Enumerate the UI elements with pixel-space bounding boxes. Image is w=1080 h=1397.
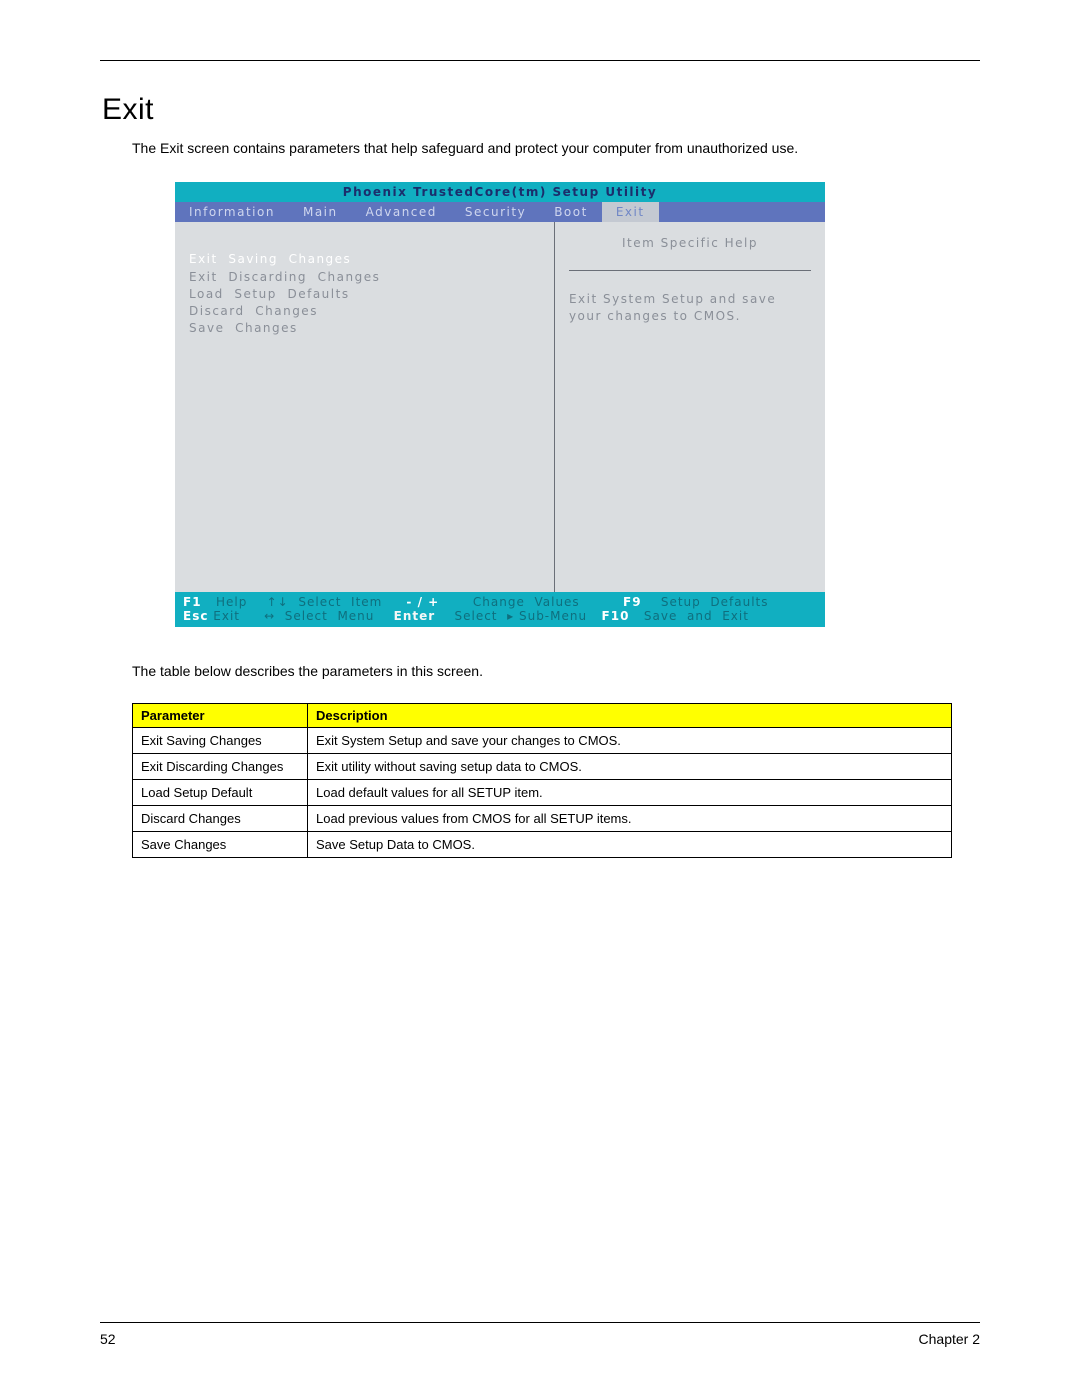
bios-tabs: InformationMainAdvancedSecurityBootExit bbox=[175, 202, 825, 222]
table-cell: Load default values for all SETUP item. bbox=[308, 779, 952, 805]
bios-key-label: Exit bbox=[213, 609, 240, 623]
bios-tab-boot[interactable]: Boot bbox=[540, 202, 602, 222]
bios-tab-main[interactable]: Main bbox=[289, 202, 352, 222]
table-cell: Exit Discarding Changes bbox=[133, 753, 308, 779]
table-cell: Exit System Setup and save your changes … bbox=[308, 727, 952, 753]
bios-tab-advanced[interactable]: Advanced bbox=[352, 202, 451, 222]
table-cell: Load Setup Default bbox=[133, 779, 308, 805]
bios-key-label: Select ▸ Sub-Menu bbox=[454, 609, 587, 623]
table-header: Parameter bbox=[133, 703, 308, 727]
bios-menu-item[interactable]: Exit Discarding Changes bbox=[189, 270, 540, 284]
table-row: Exit Discarding ChangesExit utility with… bbox=[133, 753, 952, 779]
table-cell: Load previous values from CMOS for all S… bbox=[308, 805, 952, 831]
table-row: Discard ChangesLoad previous values from… bbox=[133, 805, 952, 831]
bios-screenshot: Phoenix TrustedCore(tm) Setup Utility In… bbox=[175, 182, 825, 627]
table-intro: The table below describes the parameters… bbox=[132, 663, 980, 679]
table-header: Description bbox=[308, 703, 952, 727]
bios-key-label: Select Menu bbox=[285, 609, 375, 623]
bios-key-label: Help bbox=[216, 595, 247, 609]
table-row: Save ChangesSave Setup Data to CMOS. bbox=[133, 831, 952, 857]
bios-menu: Exit Saving Changes Exit Discarding Chan… bbox=[175, 222, 554, 592]
bios-key: F1 bbox=[183, 595, 202, 609]
bios-tab-security[interactable]: Security bbox=[451, 202, 540, 222]
table-row: Exit Saving ChangesExit System Setup and… bbox=[133, 727, 952, 753]
bios-menu-item[interactable]: Load Setup Defaults bbox=[189, 287, 540, 301]
bios-key-label bbox=[202, 595, 216, 609]
chapter-label: Chapter 2 bbox=[919, 1331, 980, 1347]
bios-key-label: Change Values bbox=[473, 595, 580, 609]
updown-arrows-icon: ↑↓ bbox=[267, 595, 289, 609]
bios-key-label: Setup Defaults bbox=[661, 595, 769, 609]
bios-key: F10 bbox=[602, 609, 630, 623]
table-cell: Discard Changes bbox=[133, 805, 308, 831]
bios-menu-item[interactable]: Save Changes bbox=[189, 321, 540, 335]
bios-key: F9 bbox=[623, 595, 642, 609]
bios-key: Esc bbox=[183, 609, 208, 623]
table-cell: Exit Saving Changes bbox=[133, 727, 308, 753]
section-intro: The Exit screen contains parameters that… bbox=[132, 139, 980, 158]
bios-help-text: Exit System Setup and save your changes … bbox=[569, 291, 811, 326]
bios-footer: F1 Help ↑↓ Select Item - / + Change Valu… bbox=[175, 592, 825, 627]
bios-title: Phoenix TrustedCore(tm) Setup Utility bbox=[175, 182, 825, 202]
section-title: Exit bbox=[102, 93, 980, 127]
bios-help-header: Item Specific Help bbox=[569, 236, 811, 271]
bios-tab-exit[interactable]: Exit bbox=[602, 202, 659, 222]
table-cell: Exit utility without saving setup data t… bbox=[308, 753, 952, 779]
bios-tab-information[interactable]: Information bbox=[175, 202, 289, 222]
page-footer: 52 Chapter 2 bbox=[100, 1322, 980, 1347]
table-row: Load Setup DefaultLoad default values fo… bbox=[133, 779, 952, 805]
bios-menu-item-selected[interactable]: Exit Saving Changes bbox=[189, 252, 540, 266]
bios-key: - / + bbox=[406, 595, 439, 609]
leftright-arrows-icon: ↔ bbox=[264, 609, 275, 623]
bios-help-panel: Item Specific Help Exit System Setup and… bbox=[554, 222, 825, 592]
bios-key-label: Select Item bbox=[298, 595, 382, 609]
bios-menu-item[interactable]: Discard Changes bbox=[189, 304, 540, 318]
bios-key-label: Save and Exit bbox=[644, 609, 749, 623]
parameter-table: Parameter Description Exit Saving Change… bbox=[132, 703, 952, 858]
bios-key: Enter bbox=[394, 609, 436, 623]
table-cell: Save Setup Data to CMOS. bbox=[308, 831, 952, 857]
table-cell: Save Changes bbox=[133, 831, 308, 857]
top-rule bbox=[100, 60, 980, 61]
page-number: 52 bbox=[100, 1331, 116, 1347]
